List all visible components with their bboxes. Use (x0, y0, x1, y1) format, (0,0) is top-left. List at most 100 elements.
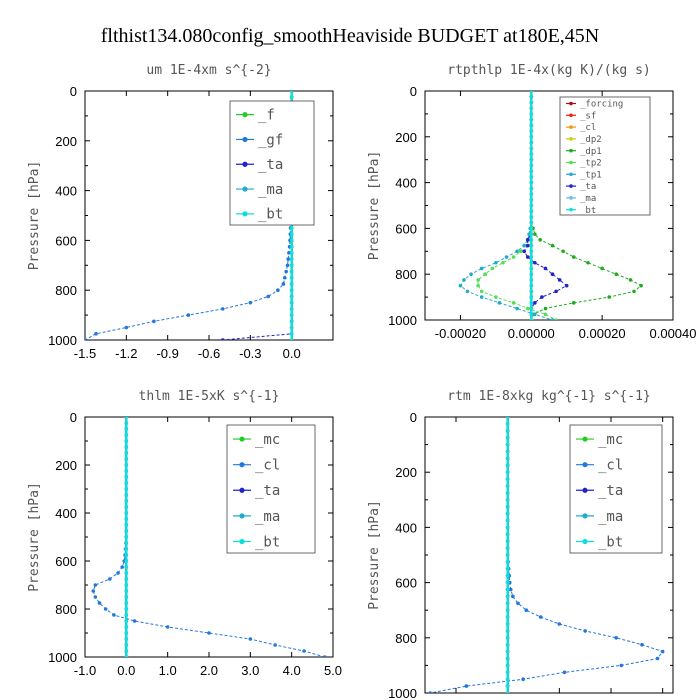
series-point-bt (505, 546, 510, 550)
series-point-bt (529, 157, 534, 162)
series-point-bt (505, 518, 510, 523)
series-point-bt (505, 429, 510, 433)
series-point-tp1 (465, 289, 470, 294)
series-point-bt (505, 449, 510, 454)
legend-label: _ta (598, 483, 623, 499)
legend-marker (569, 184, 573, 188)
series-point-bt (529, 192, 534, 196)
series-point-tp1 (522, 243, 526, 248)
legend-marker (569, 113, 573, 118)
series-point-bt (289, 238, 294, 243)
series-point-dp1 (632, 289, 636, 294)
series-point-dp1 (533, 232, 537, 236)
legend-label: _tp1 (580, 170, 602, 180)
series-point-bt (505, 587, 510, 592)
y-tick-label: 1000 (388, 313, 417, 328)
series-point-bt (529, 301, 534, 305)
series-point-bt (289, 91, 294, 93)
series-point-tp1 (462, 278, 466, 282)
y-tick-label: 1000 (48, 650, 77, 665)
panel-3: thlm 1E-5xK s^{-1} Pressure [hPa] 0 200 400 6… (27, 389, 342, 678)
series-point-tp2 (518, 249, 523, 254)
legend-label: _ma (258, 182, 283, 198)
y-tick-label: 0 (410, 410, 417, 425)
series-point-bt (289, 263, 294, 268)
legend-marker (582, 538, 588, 545)
series-point-bt (124, 505, 129, 509)
series-point-bt (529, 203, 534, 208)
series-point-bt (289, 294, 294, 299)
series-point-ta (550, 272, 555, 277)
series-point-dp1 (572, 255, 576, 259)
series-line-tp2 (477, 91, 557, 320)
series-point-bt (529, 220, 534, 225)
series-point-tp1 (479, 295, 484, 299)
series-point-bt (529, 123, 534, 128)
y-tick-label: 400 (395, 520, 417, 535)
series-point-cl (207, 631, 211, 635)
series-point-tp1 (469, 272, 473, 277)
legend-marker (242, 211, 248, 217)
series-point-bt (505, 594, 510, 599)
series-point-tp2 (525, 306, 530, 311)
series-point-tp2 (494, 295, 498, 299)
x-tick-label: -1.2 (115, 346, 137, 361)
series-point-gf (152, 319, 156, 324)
series-point-dp1 (639, 283, 643, 288)
series-point-bt (529, 318, 534, 320)
legend-marker (569, 160, 573, 165)
series-point-bt (529, 140, 534, 145)
series-point-bt (529, 306, 534, 311)
series-point-gf (124, 325, 129, 330)
series-point-bt (529, 238, 534, 242)
legend-label: _ma (598, 509, 623, 525)
series-point-bt (289, 313, 294, 317)
series-point-tp2 (554, 318, 558, 320)
panel-title: um 1E-4xm s^{-2} (146, 63, 271, 78)
series-point-bt (124, 517, 129, 521)
panels-group: um 1E-4xm s^{-2} Pressure [hPa] 0 200 400 600… (27, 63, 697, 700)
series-point-bt (289, 307, 294, 311)
series-point-cl (91, 589, 96, 593)
series-point-tp2 (483, 272, 488, 277)
series-point-cl (93, 583, 98, 587)
series-point-dp1 (628, 278, 633, 282)
x-tick-label: 3.0 (241, 663, 259, 678)
legend-label: _ta (258, 157, 283, 173)
series-point-bt (529, 209, 534, 214)
series-point-bt (124, 445, 129, 449)
legend-label: _cl (598, 458, 623, 474)
series-point-bt (124, 589, 129, 593)
series-point-cl (108, 577, 112, 581)
series-point-gf (276, 288, 280, 293)
legend-label: _gf (258, 132, 283, 148)
series-point-bt (289, 232, 294, 236)
series-point-cl (521, 677, 525, 681)
series-point-bt (505, 601, 510, 606)
series-point-gf (286, 257, 291, 261)
series-point-dp1 (586, 260, 590, 265)
series-point-bt (529, 91, 534, 93)
series-point-bt (505, 649, 510, 654)
series-point-bt (124, 463, 129, 467)
series-point-cl (273, 643, 277, 647)
series-point-cl (660, 649, 665, 654)
series-point-bt (124, 577, 129, 581)
legend-label: _bt (580, 206, 596, 216)
legend-marker (569, 207, 573, 212)
series-point-bt (505, 477, 510, 481)
series-point-cl (516, 601, 520, 606)
series-point-tp1 (494, 260, 498, 265)
y-tick-label: 0 (70, 84, 77, 99)
series-point-bt (529, 226, 534, 231)
series-point-bt (124, 451, 129, 455)
legend-marker (582, 513, 588, 519)
series-point-ta (533, 260, 537, 265)
legend-marker (582, 487, 588, 493)
series-point-gf (284, 269, 288, 274)
series-point-bt (529, 175, 534, 179)
series-point-bt (529, 117, 534, 122)
series-point-tp2 (511, 255, 516, 259)
y-axis-label: Pressure [hPa] (27, 482, 42, 592)
